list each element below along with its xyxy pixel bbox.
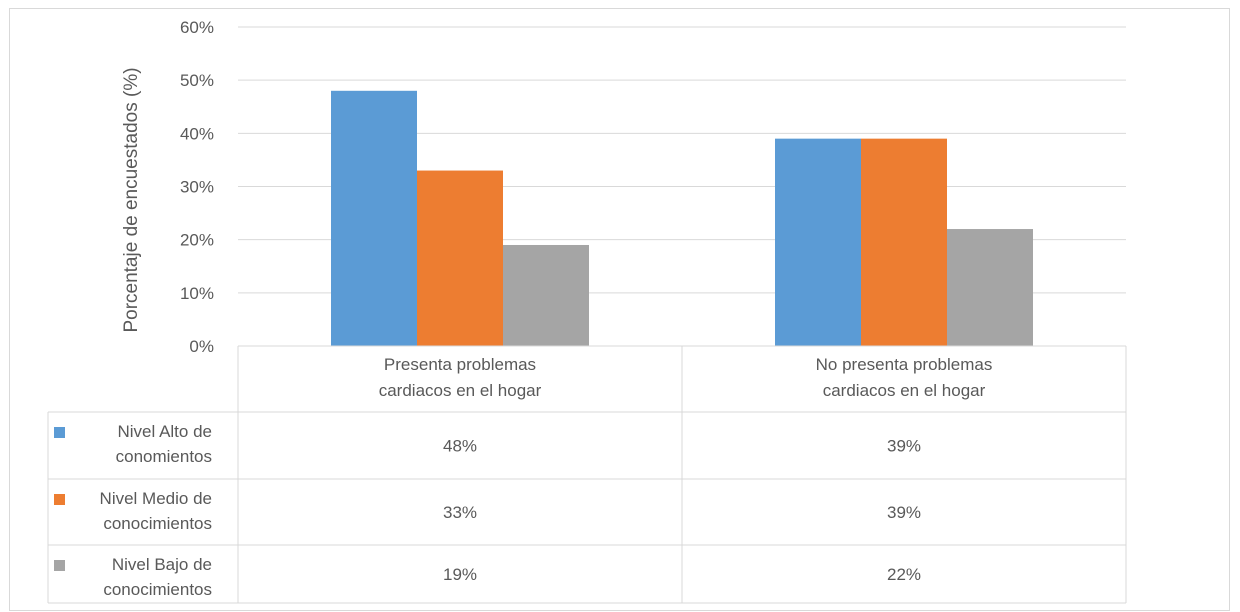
data-table-value: 19%: [443, 565, 477, 584]
chart-frame: [9, 8, 1230, 611]
bar: [331, 90, 417, 346]
data-table-value: 33%: [443, 503, 477, 522]
data-table-value: 39%: [887, 437, 921, 456]
data-table-value: 48%: [443, 437, 477, 456]
legend-key: [54, 427, 65, 438]
data-table-value: 22%: [887, 565, 921, 584]
y-tick-label: 60%: [180, 18, 214, 37]
y-tick-label: 40%: [180, 124, 214, 143]
legend-label: Nivel Alto de: [118, 422, 213, 441]
y-tick-label: 50%: [180, 71, 214, 90]
bar: [775, 138, 861, 346]
legend-label: conomientos: [116, 447, 212, 466]
bar: [503, 244, 589, 346]
bar: [417, 170, 503, 346]
y-axis-title: Porcentaje de encuestados (%): [121, 67, 142, 332]
legend-key: [54, 494, 65, 505]
category-label: cardiacos en el hogar: [823, 381, 986, 400]
legend-key: [54, 560, 65, 571]
y-tick-label: 30%: [180, 178, 214, 197]
bar: [861, 138, 947, 346]
bar: [947, 229, 1033, 346]
category-label: No presenta problemas: [816, 355, 993, 374]
y-tick-label: 10%: [180, 284, 214, 303]
category-label: cardiacos en el hogar: [379, 381, 542, 400]
legend-label: conocimientos: [103, 580, 212, 599]
legend-label: Nivel Medio de: [100, 489, 212, 508]
legend-label: Nivel Bajo de: [112, 555, 212, 574]
legend-label: conocimientos: [103, 514, 212, 533]
y-tick-label: 20%: [180, 231, 214, 250]
data-table-value: 39%: [887, 503, 921, 522]
y-tick-label: 0%: [189, 337, 214, 356]
category-label: Presenta problemas: [384, 355, 536, 374]
